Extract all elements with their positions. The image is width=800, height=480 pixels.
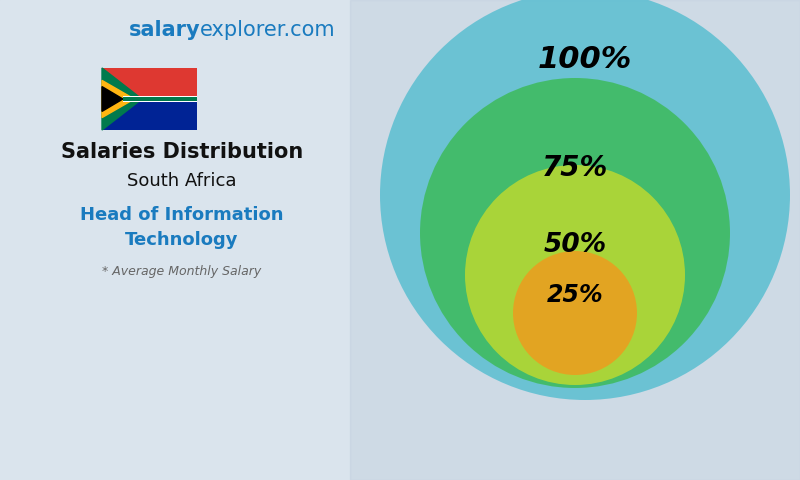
Text: 100%: 100%: [538, 46, 632, 74]
Circle shape: [380, 0, 790, 400]
Text: 25%: 25%: [546, 283, 603, 307]
Circle shape: [513, 251, 637, 375]
Polygon shape: [102, 80, 134, 118]
Text: Salaries Distribution: Salaries Distribution: [61, 142, 303, 162]
Polygon shape: [102, 68, 142, 130]
Text: 50%: 50%: [543, 232, 606, 258]
FancyBboxPatch shape: [102, 68, 197, 99]
Text: 75%: 75%: [542, 154, 608, 182]
Circle shape: [420, 78, 730, 388]
FancyBboxPatch shape: [123, 96, 197, 102]
Text: salary: salary: [128, 20, 200, 40]
Polygon shape: [102, 86, 123, 111]
Text: Head of Information
Technology: Head of Information Technology: [80, 206, 284, 249]
Text: * Average Monthly Salary: * Average Monthly Salary: [102, 265, 262, 278]
Circle shape: [465, 165, 685, 385]
Bar: [350, 0, 800, 480]
Text: explorer.com: explorer.com: [200, 20, 336, 40]
FancyBboxPatch shape: [102, 99, 197, 130]
Text: South Africa: South Africa: [127, 172, 237, 190]
FancyBboxPatch shape: [123, 97, 197, 101]
